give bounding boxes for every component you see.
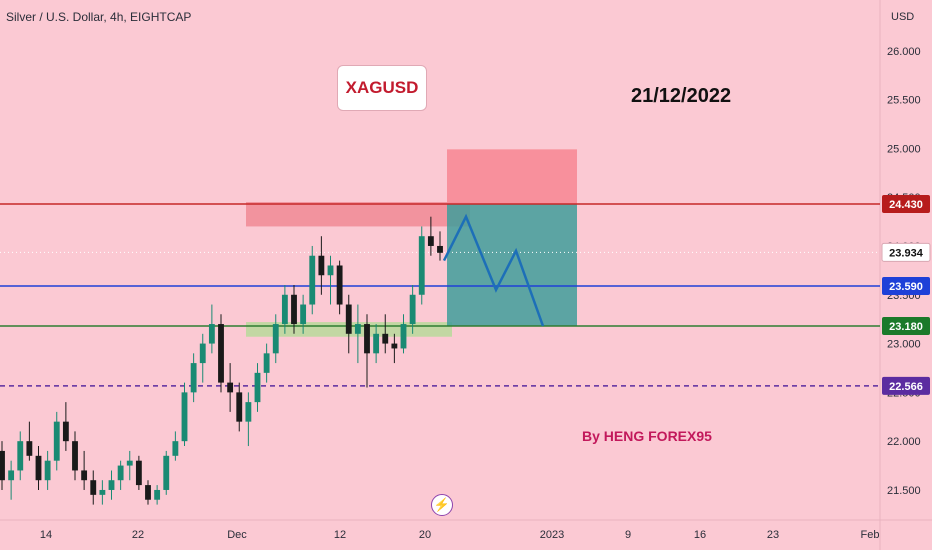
price-marker-label: 24.430 [889, 199, 923, 211]
candle-body [354, 324, 361, 334]
candle-body [8, 470, 15, 481]
lightning-icon[interactable]: ⚡ [431, 494, 453, 516]
author-label: By HENG FOREX95 [582, 428, 712, 444]
candle-body [382, 333, 389, 344]
chart-header: Silver / U.S. Dollar, 4h, EIGHTCAP [6, 10, 192, 24]
candle-body [227, 382, 234, 393]
candle-body [126, 460, 133, 466]
candle-body [437, 245, 443, 253]
candle-body [108, 480, 115, 490]
candle-body [53, 421, 60, 461]
candle-body [418, 236, 425, 295]
y-tick-label: 25.500 [887, 95, 921, 107]
candle-body [199, 343, 206, 364]
candle-body [245, 402, 252, 422]
candle-body [318, 255, 325, 276]
candle-body [17, 441, 24, 471]
candle-body [336, 265, 343, 305]
candle-body [99, 489, 106, 495]
resistance-zone [246, 202, 470, 227]
candle-body [44, 460, 51, 481]
candle-body [236, 392, 243, 422]
x-tick-label: 20 [419, 529, 431, 541]
candle-body [26, 441, 33, 456]
candle-body [154, 489, 161, 500]
price-marker-label: 23.590 [889, 281, 923, 293]
forecast-path [442, 213, 545, 327]
candle-body [135, 460, 142, 486]
y-tick-label: 26.000 [887, 46, 921, 58]
price-marker-label: 23.180 [889, 321, 923, 333]
x-tick-label: Dec [227, 529, 247, 541]
candle-body [72, 441, 78, 471]
price-marker [881, 242, 931, 262]
candle-body [263, 353, 270, 373]
x-tick-label: 9 [625, 529, 631, 541]
candle-body [400, 324, 407, 349]
candle-body [345, 304, 352, 334]
price-marker-label: 22.566 [889, 381, 923, 393]
candle-body [190, 363, 197, 393]
candle-body [117, 465, 124, 481]
candle-body [145, 485, 151, 500]
symbol-label: XAGUSD [337, 65, 427, 111]
candle-body [427, 236, 434, 246]
y-tick-label: 25.000 [887, 143, 921, 155]
y-tick-label: 22.000 [887, 436, 921, 448]
candle-body [254, 372, 261, 403]
candle-body [181, 392, 188, 442]
x-tick-label: Feb [861, 529, 880, 541]
take-profit-zone [447, 204, 577, 326]
stop-loss-zone [447, 149, 577, 204]
candle-body [172, 441, 179, 456]
candle-body [281, 294, 288, 325]
candle-body [90, 480, 97, 495]
candle-body [208, 324, 215, 344]
candle-body [409, 294, 416, 325]
candle-body [327, 265, 334, 276]
y-tick-label: 21.500 [887, 485, 921, 497]
candle-body [62, 421, 69, 442]
x-tick-label: 16 [694, 529, 706, 541]
candle-body [0, 450, 5, 481]
price-marker-label: 23.934 [889, 247, 924, 259]
x-tick-label: 14 [40, 529, 52, 541]
y-tick-label: 23.000 [887, 339, 921, 351]
candle-body [309, 255, 316, 305]
candle-body [391, 343, 398, 349]
x-tick-label: 22 [132, 529, 144, 541]
candle-body [300, 304, 307, 325]
x-tick-label: 12 [334, 529, 346, 541]
candle-body [364, 324, 370, 354]
price-marker [882, 317, 930, 335]
candle-body [373, 333, 380, 354]
y-axis-unit-label: USD [891, 11, 914, 23]
price-marker [882, 276, 930, 295]
candle-body [163, 455, 170, 490]
candle-body [291, 294, 297, 325]
price-marker [882, 195, 930, 213]
price-marker [882, 376, 930, 395]
candle-body [218, 324, 224, 383]
candle-body [81, 470, 88, 481]
candle-body [35, 455, 42, 481]
date-annotation: 21/12/2022 [631, 85, 732, 107]
x-tick-label: 2023 [540, 529, 564, 541]
candle-body [272, 324, 279, 354]
x-tick-label: 23 [767, 529, 779, 541]
